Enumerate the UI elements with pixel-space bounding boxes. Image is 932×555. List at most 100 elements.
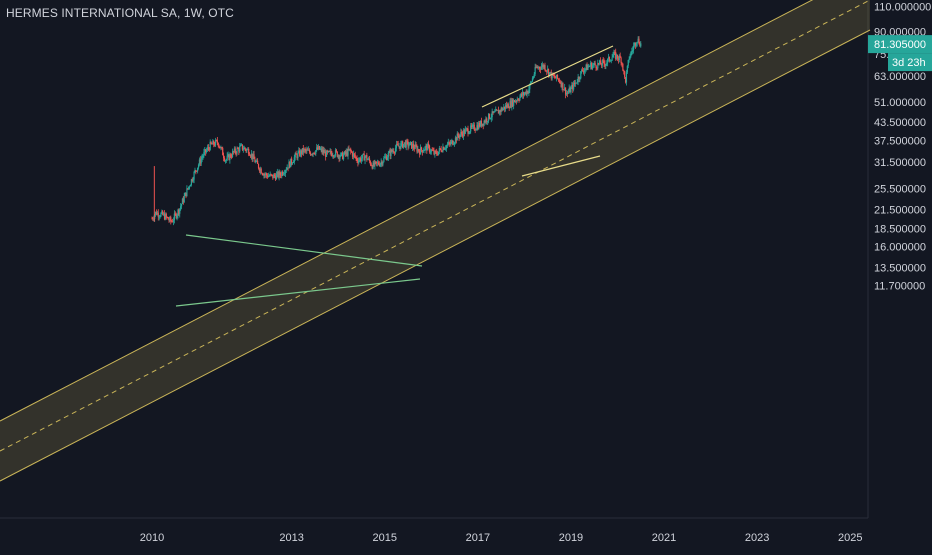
candle-body-290	[411, 141, 413, 149]
candle-body-72	[215, 140, 218, 141]
candle-body-453	[556, 74, 559, 79]
candle-body-145	[281, 171, 283, 177]
candle-body-127	[265, 173, 267, 175]
candle-body-463	[565, 92, 568, 95]
candle-body-373	[485, 118, 487, 123]
candle-body-121	[259, 168, 261, 172]
candle-body-185	[317, 147, 319, 150]
candle-body-492	[591, 65, 594, 69]
candle-body-403	[512, 99, 514, 106]
candle-body-64	[208, 148, 210, 151]
candle-body-529	[624, 77, 627, 83]
candle-body-317	[435, 151, 437, 152]
candle-body-300	[419, 147, 422, 155]
triangle-upper-line	[185, 234, 423, 267]
candle-body-369	[481, 123, 483, 127]
candle-body-56	[201, 157, 203, 159]
candle-body-502	[600, 64, 602, 66]
price-tick-label: 25.500000	[874, 183, 926, 195]
candle-body-321	[438, 148, 440, 152]
candle-body-83	[225, 159, 227, 161]
candle-body-303	[422, 151, 424, 153]
candle-body-43	[189, 185, 192, 187]
candle-body-304	[423, 150, 425, 152]
candle-body-520	[616, 54, 619, 59]
candle-body-45	[191, 179, 193, 181]
candle-body-504	[602, 60, 604, 62]
candle-body-159	[293, 157, 295, 162]
candle-body-264	[387, 152, 389, 158]
candle-body-15	[164, 214, 167, 220]
candle-body-419	[526, 91, 528, 95]
candle-body-212	[341, 152, 343, 154]
candle-body-5	[155, 211, 158, 215]
candle-body-461	[564, 87, 566, 90]
candle-body-174	[307, 149, 309, 151]
candle-body-491	[590, 62, 593, 69]
candle-body-259	[383, 157, 385, 162]
candle-body-330	[446, 144, 449, 146]
candle-body-439	[544, 65, 546, 71]
candle-body-493	[592, 64, 594, 66]
candle-body-454	[557, 78, 560, 80]
candle-body-470	[572, 85, 574, 90]
candle-body-244	[369, 161, 372, 165]
wedge-lower-line	[521, 155, 601, 177]
candle-body-75	[218, 145, 220, 147]
candle-body-173	[306, 149, 308, 151]
candle-body-294	[414, 144, 416, 149]
triangle-lower-line	[175, 278, 421, 307]
candle-body-287	[408, 145, 410, 147]
candle-body-416	[523, 93, 525, 95]
candle-body-401	[510, 101, 512, 107]
candle-body-132	[269, 174, 271, 176]
candle-body-229	[356, 157, 358, 161]
candle-body-396	[505, 105, 508, 108]
candle-body-87	[229, 154, 231, 161]
candle-body-9	[159, 216, 161, 218]
candle-body-227	[354, 154, 356, 158]
candle-body-392	[502, 108, 504, 111]
candle-body-449	[553, 75, 555, 77]
candle-body-307	[426, 145, 428, 151]
candle-body-57	[202, 156, 204, 158]
candle-body-378	[489, 118, 491, 120]
candle-body-215	[343, 151, 346, 155]
current-price-badge	[868, 35, 932, 54]
candle-body-381	[492, 111, 494, 114]
candle-body-433	[539, 67, 541, 69]
candle-body-122	[260, 168, 262, 174]
candle-body-356	[470, 125, 472, 132]
candle-body-30	[178, 209, 180, 214]
candle-body-429	[535, 67, 537, 68]
candle-body-335	[451, 140, 453, 142]
candle-body-40	[187, 188, 189, 190]
candle-body-527	[623, 70, 625, 72]
candle-body-456	[559, 81, 561, 83]
candle-body-177	[309, 152, 312, 156]
candle-body-225	[352, 153, 355, 157]
candle-body-360	[473, 124, 475, 130]
candle-body-305	[424, 146, 426, 151]
candle-body-450	[554, 75, 556, 78]
candle-body-221	[349, 148, 351, 151]
candle-body-10	[160, 213, 162, 217]
channel-fill	[0, 0, 870, 481]
candle-body-537	[632, 49, 634, 51]
candle-body-147	[282, 173, 285, 175]
candle-body-222	[350, 148, 352, 152]
candle-body-487	[587, 66, 589, 70]
candle-body-324	[441, 151, 443, 153]
candle-body-409	[517, 99, 519, 101]
candle-body-425	[531, 78, 534, 82]
candle-body-357	[470, 125, 473, 127]
candle-body-96	[237, 148, 239, 150]
candle-body-187	[318, 146, 321, 150]
candle-body-379	[490, 117, 492, 119]
candle-body-298	[418, 149, 420, 152]
candle-body-545	[639, 43, 641, 47]
candle-body-361	[474, 129, 476, 131]
candle-body-348	[462, 130, 465, 137]
